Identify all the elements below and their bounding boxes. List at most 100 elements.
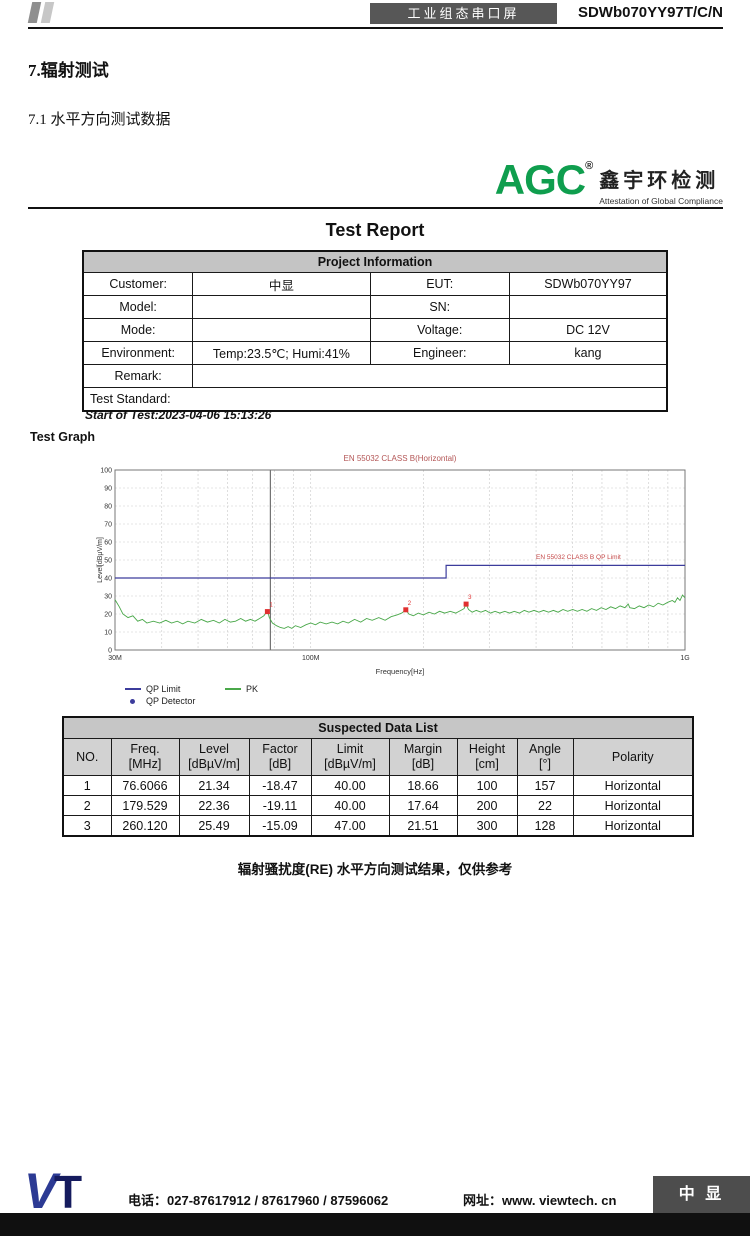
pi-value	[508, 295, 668, 319]
svg-text:2: 2	[408, 601, 412, 607]
pi-value: SDWb070YY97	[508, 272, 668, 296]
column-header: Height [cm]	[456, 738, 518, 776]
cell: Horizontal	[572, 815, 694, 837]
pi-label: Remark:	[82, 364, 194, 388]
cell: 200	[456, 795, 518, 816]
legend-swatch-dot	[130, 698, 135, 704]
suspected-data-table: Suspected Data List NO. Freq. [MHz] Level [dB…	[62, 716, 695, 837]
column-header: Limit [dBµV/m]	[310, 738, 390, 776]
pi-label: Test Standard:	[82, 387, 668, 412]
agc-tagline: Attestation of Global Compliance	[599, 196, 723, 206]
legend-label: PK	[246, 684, 259, 694]
pi-value	[192, 295, 371, 319]
table-header-row: Project Information	[82, 250, 668, 273]
svg-text:80: 80	[104, 504, 112, 511]
cell: 21.51	[388, 815, 458, 837]
pi-label: Voltage:	[369, 318, 510, 342]
header-accent-bar-light	[40, 2, 55, 23]
cell: -15.09	[248, 815, 312, 837]
svg-text:10: 10	[104, 630, 112, 637]
table-header-row: NO. Freq. [MHz] Level [dBµV/m] Factor [dB] Limi…	[62, 738, 694, 776]
header-accent-bar-dark	[27, 2, 42, 23]
subsection-title: 7.1 水平方向测试数据	[28, 112, 171, 128]
cell: Horizontal	[572, 775, 694, 796]
chart-canvas: 0 10 20 30 40 50 60 70 80 90 100 30M 100M 1G EN 55032 …	[97, 454, 690, 676]
svg-text:70: 70	[104, 522, 112, 529]
result-caption: 辐射骚扰度(RE) 水平方向测试结果，仅供参考	[237, 862, 513, 877]
report-title: Test Report	[325, 220, 425, 240]
cell: 17.64	[388, 795, 458, 816]
cell: 1	[62, 775, 112, 796]
svg-text:1G: 1G	[680, 655, 689, 662]
pi-value	[192, 318, 371, 342]
svg-text:100: 100	[100, 468, 112, 475]
agc-names: 鑫宇环检测 Attestation of Global Compliance	[599, 158, 723, 206]
cell: 18.66	[388, 775, 458, 796]
agc-wordmark: AGC®	[495, 158, 593, 202]
legend-label: QP Limit	[146, 684, 181, 694]
cell: 128	[516, 815, 574, 837]
pi-label: Customer:	[82, 272, 194, 296]
cell: Horizontal	[572, 795, 694, 816]
legend-item: QP Detector	[125, 696, 225, 706]
table-row: Model: SN:	[82, 295, 668, 319]
svg-text:50: 50	[104, 558, 112, 565]
svg-text:EN 55032 CLASS B(Horizontal): EN 55032 CLASS B(Horizontal)	[344, 454, 457, 463]
cell: 25.49	[178, 815, 250, 837]
agc-logo-text: AGC	[494, 156, 586, 203]
svg-text:30M: 30M	[108, 655, 122, 662]
chart-legend: QP Limit PK QP Detector	[125, 684, 695, 706]
column-header: Factor [dB]	[248, 738, 312, 776]
column-header: Polarity	[572, 738, 694, 776]
svg-text:1: 1	[269, 603, 273, 609]
svg-text:Frequency[Hz]: Frequency[Hz]	[376, 667, 425, 676]
cell: 47.00	[310, 815, 390, 837]
svg-text:EN 55032 CLASS B QP Limit: EN 55032 CLASS B QP Limit	[536, 554, 621, 561]
viewtech-logo-v: V	[24, 1166, 61, 1216]
pi-label: Model:	[82, 295, 194, 319]
column-header: Angle [°]	[516, 738, 574, 776]
svg-text:60: 60	[104, 540, 112, 547]
pi-label: Mode:	[82, 318, 194, 342]
logo-rule	[28, 207, 723, 209]
cell: 179.529	[110, 795, 180, 816]
project-info-header: Project Information	[82, 250, 668, 273]
registered-mark: ®	[585, 160, 594, 172]
agc-chinese-name: 鑫宇环检测	[599, 170, 720, 192]
table-row: Remark:	[82, 364, 668, 388]
agc-logo: AGC® 鑫宇环检测 Attestation of Global Complia…	[495, 158, 723, 207]
table-title-row: Suspected Data List	[62, 716, 694, 739]
svg-text:90: 90	[104, 486, 112, 493]
pi-value: DC 12V	[508, 318, 668, 342]
table-row: 2 179.529 22.36 -19.11 40.00 17.64 200 22 Horizo…	[62, 795, 694, 816]
cell: 22	[516, 795, 574, 816]
footer-website: 网址：www. viewtech. cn	[463, 1193, 617, 1208]
suspected-list-title: Suspected Data List	[62, 716, 694, 739]
table-row: 1 76.6066 21.34 -18.47 40.00 18.66 100 157 Horiz…	[62, 775, 694, 796]
column-header: Level [dBµV/m]	[178, 738, 250, 776]
column-header: NO.	[62, 738, 112, 776]
table-row: 3 260.120 25.49 -15.09 47.00 21.51 300 128 Horiz…	[62, 815, 694, 837]
cell: 40.00	[310, 795, 390, 816]
footer-brand-badge: 中 显	[653, 1176, 750, 1213]
emissions-chart: 0 10 20 30 40 50 60 70 80 90 100 30M 100M 1G EN 55032 …	[95, 450, 695, 706]
cell: 21.34	[178, 775, 250, 796]
cell: -18.47	[248, 775, 312, 796]
test-graph-label: Test Graph	[30, 430, 96, 444]
table-row: Test Standard:	[82, 387, 668, 412]
cell: -19.11	[248, 795, 312, 816]
cell: 3	[62, 815, 112, 837]
viewtech-logo-t: T	[54, 1166, 82, 1216]
pi-label: EUT:	[369, 272, 510, 296]
cell: 22.36	[178, 795, 250, 816]
svg-text:0: 0	[108, 648, 112, 655]
pi-label: Environment:	[82, 341, 194, 365]
svg-text:40: 40	[104, 576, 112, 583]
pi-label: SN:	[369, 295, 510, 319]
svg-text:3: 3	[468, 595, 472, 601]
header-rule	[28, 27, 723, 29]
cell: 40.00	[310, 775, 390, 796]
cell: 157	[516, 775, 574, 796]
model-number: SDWb070YY97T/C/N	[577, 4, 723, 21]
